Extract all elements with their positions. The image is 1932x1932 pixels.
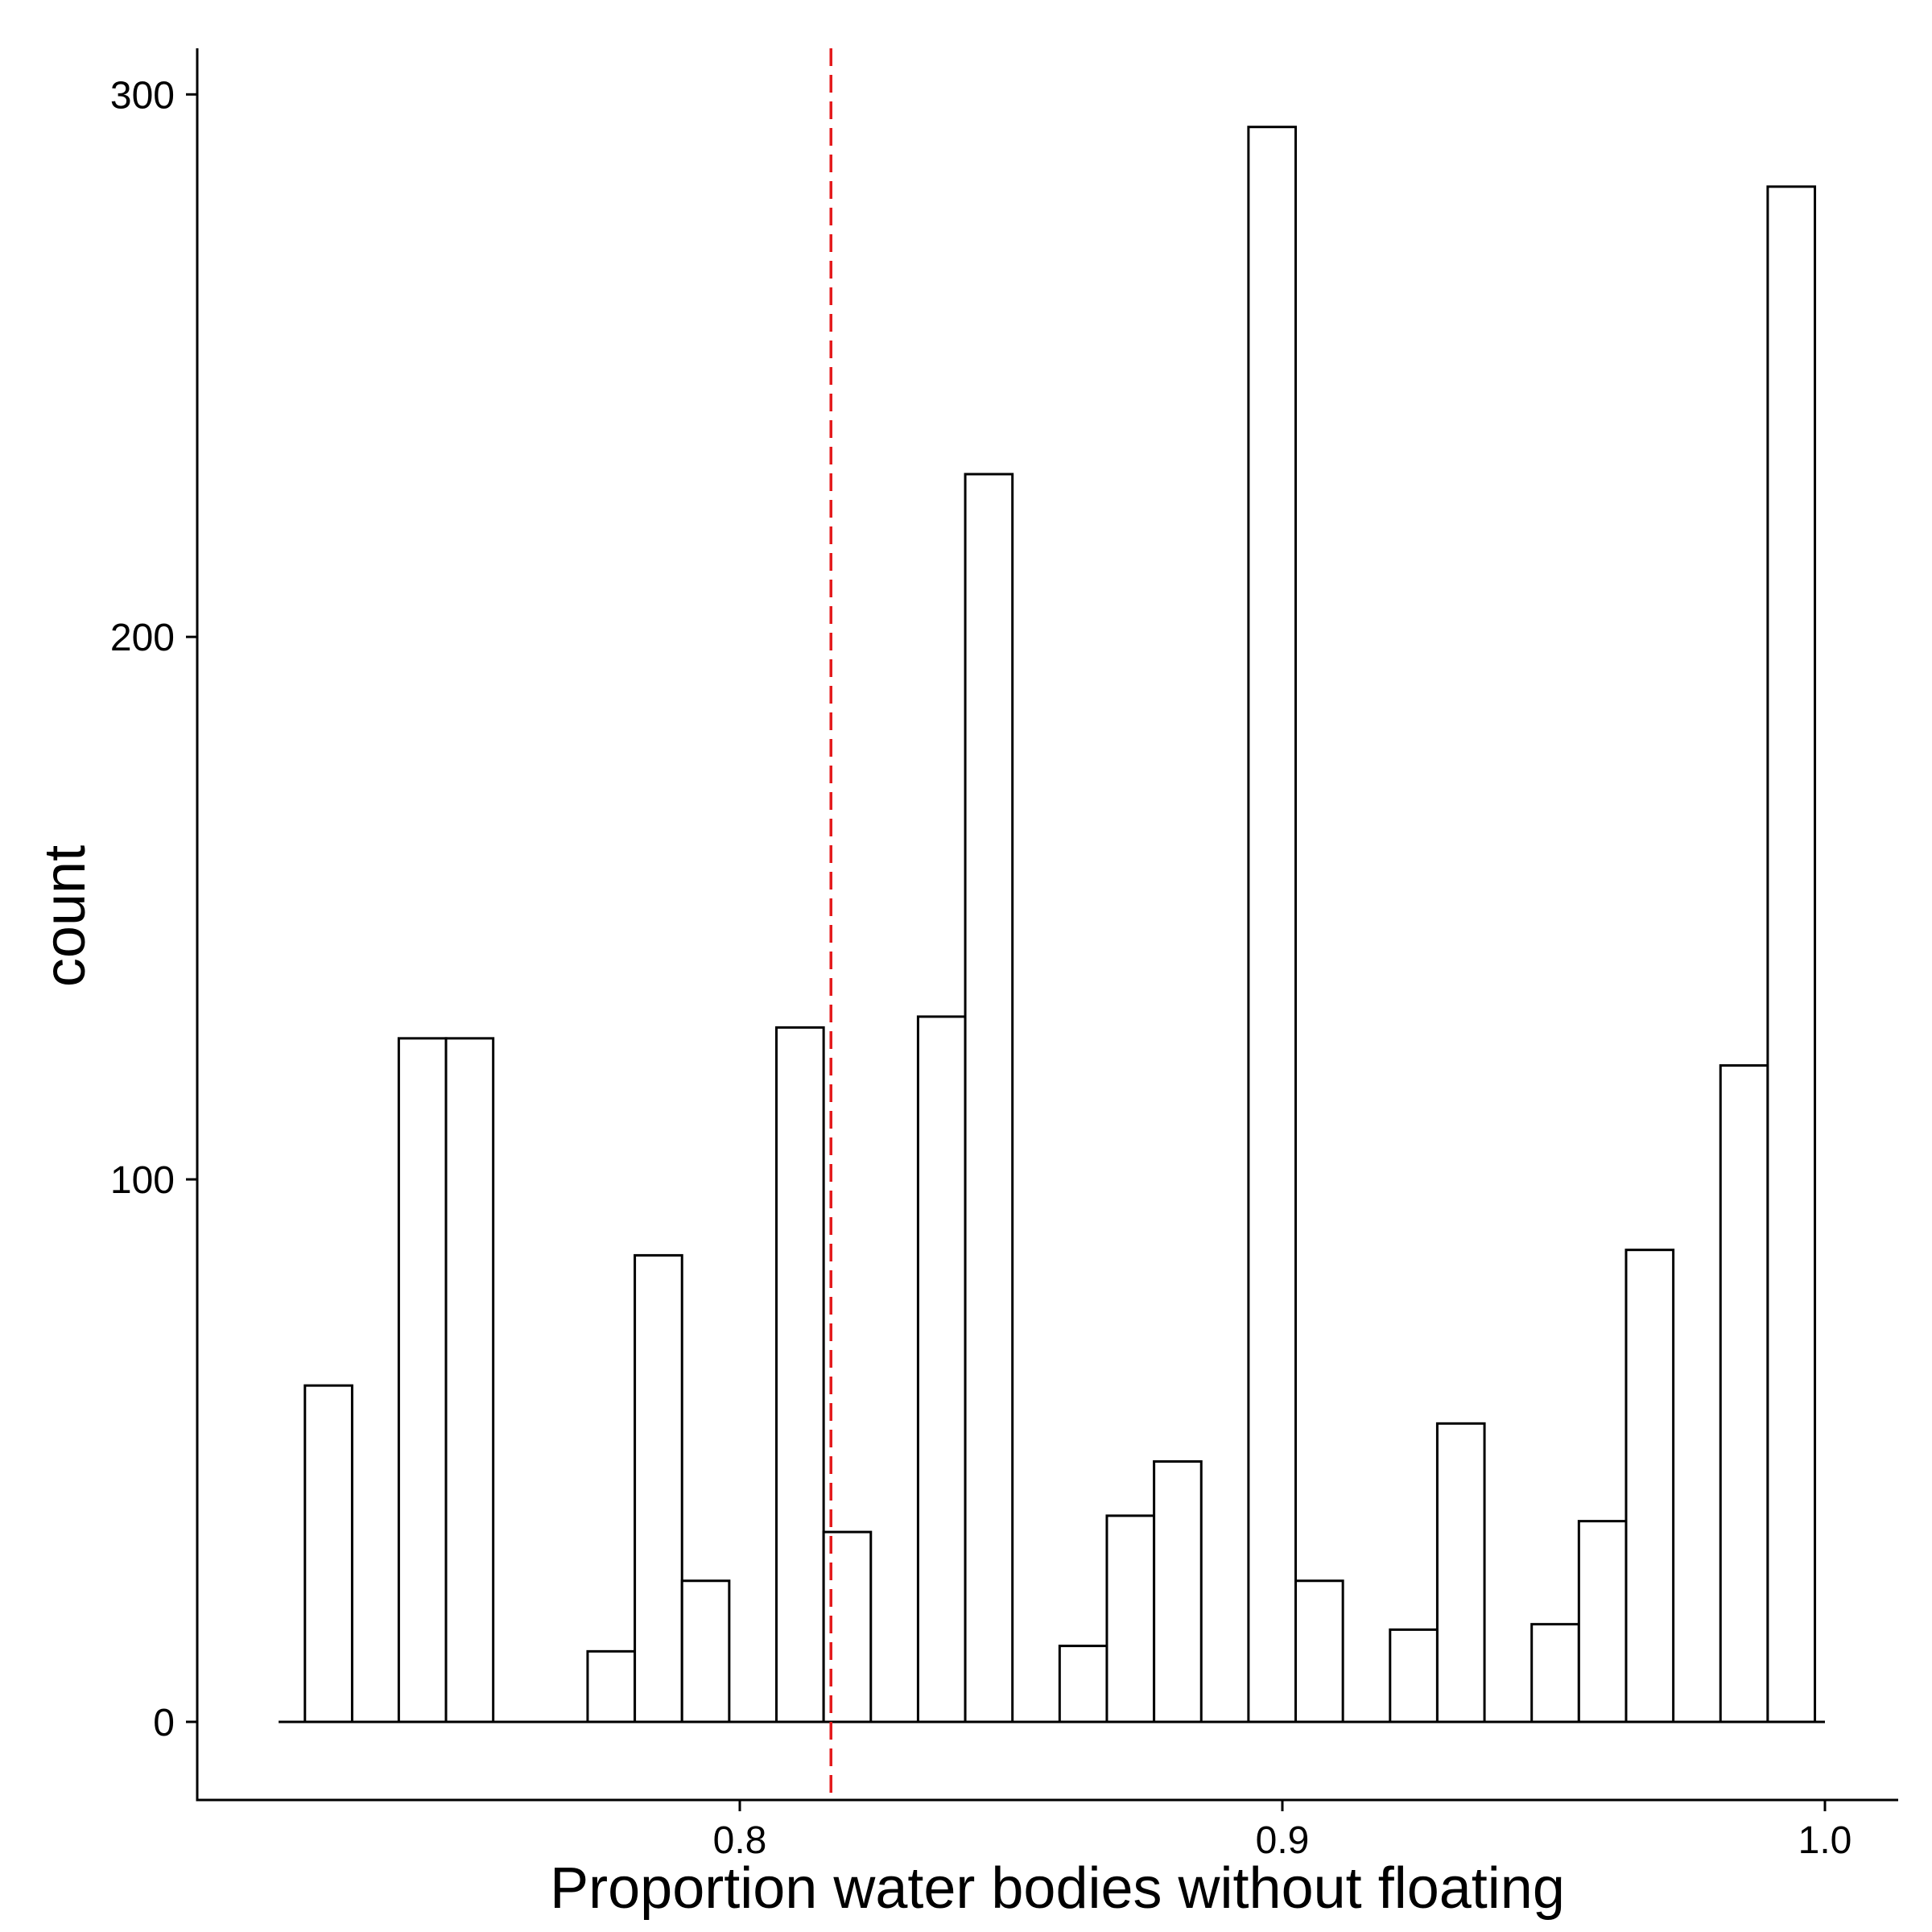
y-tick-label: 300 <box>110 74 175 117</box>
histogram-bar <box>634 1253 683 1724</box>
y-axis-label: count <box>33 845 97 987</box>
y-ticks: 0 100 200 300 <box>110 74 197 1744</box>
histogram-bar <box>303 1384 353 1724</box>
histogram-bar <box>1389 1628 1439 1724</box>
x-tick-label: 1.0 <box>1798 1819 1852 1862</box>
histogram-bar <box>916 1015 967 1724</box>
histogram-bar <box>1719 1064 1769 1724</box>
histogram-bar <box>1247 126 1298 1724</box>
y-tick-label: 200 <box>110 617 175 659</box>
histogram-bar <box>1577 1520 1628 1724</box>
bars-layer <box>303 126 1817 1724</box>
y-tick-label: 100 <box>110 1159 175 1202</box>
histogram-bar <box>1530 1623 1580 1724</box>
histogram-bar <box>774 1026 825 1724</box>
histogram-bar <box>680 1579 731 1724</box>
histogram-bar <box>1058 1645 1108 1724</box>
x-tick-label: 0.9 <box>1256 1819 1310 1862</box>
y-tick-label: 0 <box>153 1702 175 1744</box>
histogram-bar <box>444 1037 495 1724</box>
histogram-bar <box>586 1649 637 1724</box>
x-axis-label: Proportion water bodies without floating <box>550 1856 1565 1921</box>
histogram-bar <box>397 1037 448 1724</box>
histogram-bar <box>1153 1459 1203 1724</box>
histogram-bar <box>1105 1514 1156 1724</box>
x-ticks: 0.8 0.9 1.0 <box>713 1800 1852 1862</box>
histogram-bar <box>1294 1579 1344 1724</box>
histogram-bar <box>964 473 1014 1724</box>
histogram-bar <box>1435 1422 1486 1724</box>
histogram-bar <box>1624 1249 1675 1724</box>
histogram-bar <box>1766 185 1817 1724</box>
x-tick-label: 0.8 <box>713 1819 767 1862</box>
